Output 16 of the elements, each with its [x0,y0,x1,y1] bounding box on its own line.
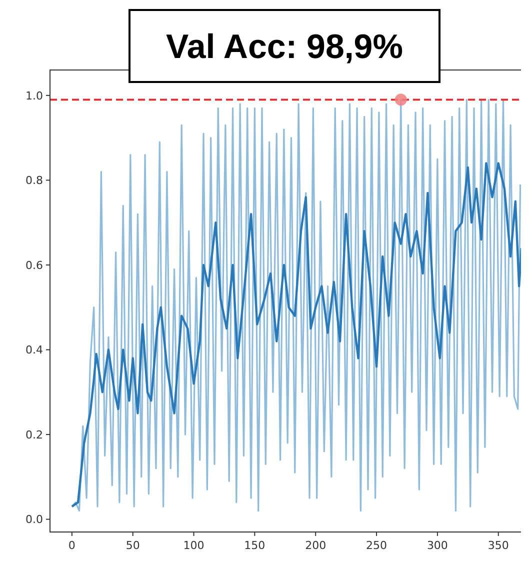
chart-title: Val Acc: 98,9% [166,28,403,66]
x-tick-label: 200 [305,539,326,552]
x-tick-label: 150 [244,539,266,552]
x-tick-label: 0 [68,539,76,552]
line-series [70,162,521,508]
y-tick-label: 0.6 [26,258,43,272]
x-tick-label: 50 [126,539,140,552]
y-tick-label: 0.4 [26,344,43,357]
y-tick-label: 1.0 [26,89,43,102]
y-tick-label: 0.0 [26,513,43,526]
x-tick-label: 250 [366,539,388,552]
x-tick-label: 350 [488,539,509,552]
y-tick-label: 0.8 [26,174,43,188]
y-tick-label: 0.2 [26,428,43,442]
x-tick-label: 300 [426,539,448,552]
x-tick-label: 100 [183,539,204,552]
